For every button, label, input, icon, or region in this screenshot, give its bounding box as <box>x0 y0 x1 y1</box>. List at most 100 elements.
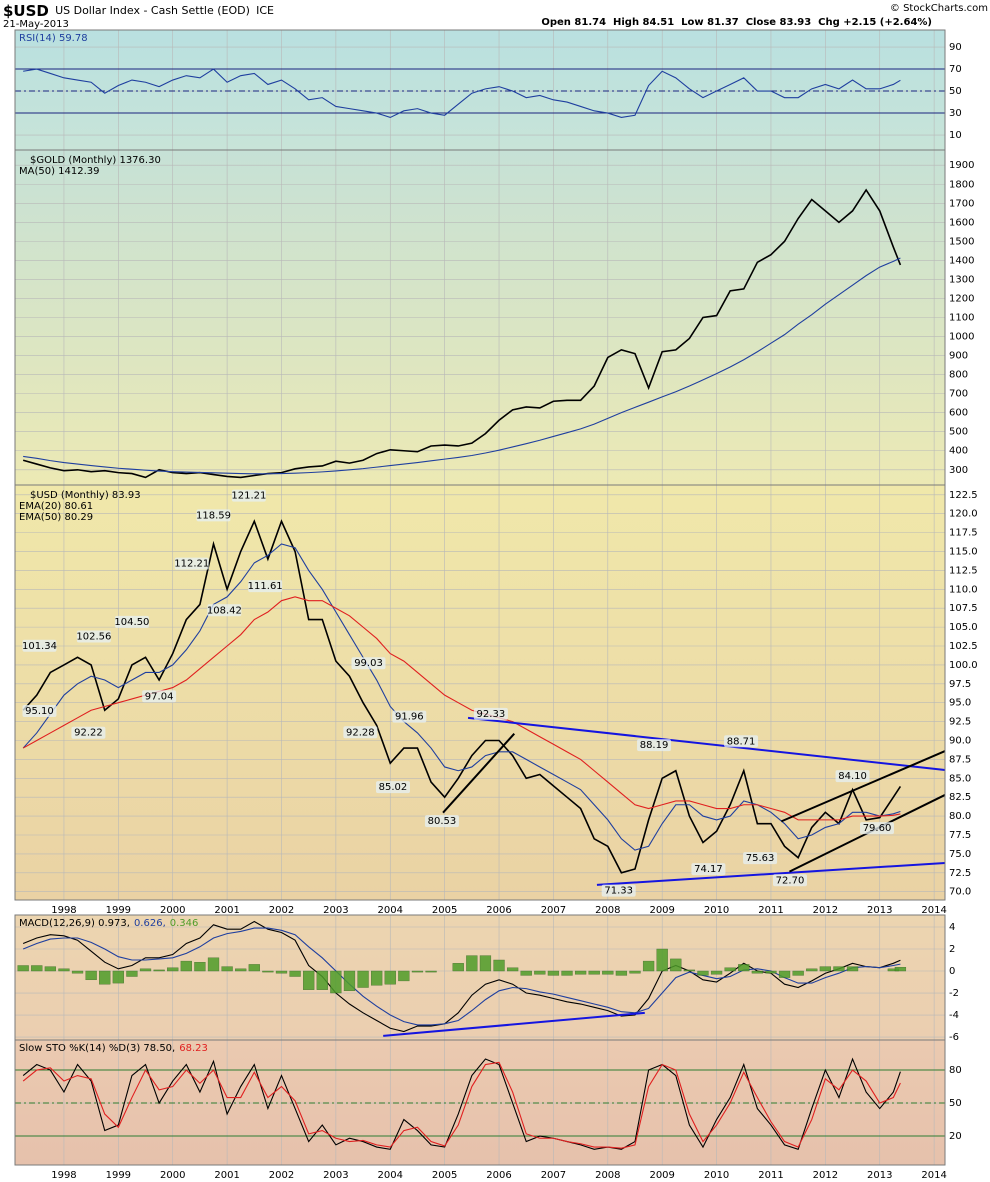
y-tick-label: 1600 <box>949 217 974 228</box>
annotation-label: 121.21 <box>231 491 266 502</box>
legend-entry: MACD(12,26,9) 0.973, <box>19 918 130 929</box>
annotation-label: 71.33 <box>604 886 633 897</box>
histogram-bar <box>248 964 260 972</box>
trendline <box>467 716 946 771</box>
legend-entry: 0.346 <box>170 918 199 929</box>
annotation-box <box>174 557 209 570</box>
annotation-box <box>724 735 759 748</box>
histogram-bar <box>629 970 641 974</box>
annotation-box <box>351 657 386 670</box>
histogram-bar <box>262 970 274 973</box>
y-tick-label: 1100 <box>949 313 974 324</box>
annotation-label: 99.03 <box>354 658 383 669</box>
y-tick-label: 92.5 <box>949 717 971 728</box>
x-tick-label: 2003 <box>323 905 348 916</box>
histogram-bar <box>235 968 247 972</box>
histogram-bar <box>99 970 111 985</box>
y-tick-label: 70.0 <box>949 887 971 898</box>
histogram-bar <box>751 970 764 974</box>
panel-border <box>14 484 946 901</box>
histogram-bar <box>275 970 288 974</box>
header-ohlc: Open 81.74 High 84.51 Low 81.37 Close 83… <box>541 17 932 28</box>
y-tick-label: 87.5 <box>949 754 971 765</box>
annotation-label: 104.50 <box>114 617 149 628</box>
histogram-bar <box>316 970 328 990</box>
header-date: 21-May-2013 <box>3 19 69 30</box>
y-tick-label: 100.0 <box>949 660 978 671</box>
annotation-box <box>22 639 57 652</box>
x-tick-label: 2014 <box>921 905 946 916</box>
histogram-bar <box>738 964 750 972</box>
histogram-bar <box>194 962 206 972</box>
annotation-box <box>71 726 106 739</box>
annotation-label: 72.70 <box>776 875 805 886</box>
histogram-bar <box>58 968 70 972</box>
histogram-bar <box>778 970 791 978</box>
y-tick-label: 112.5 <box>949 565 978 576</box>
x-tick-label: 2000 <box>160 1170 185 1181</box>
y-tick-label: 1800 <box>949 179 974 190</box>
y-tick-label: 80.0 <box>949 811 971 822</box>
annotation-box <box>773 874 807 887</box>
annotation-box <box>392 710 427 723</box>
histogram-bar <box>615 970 628 976</box>
y-tick-label: 105.0 <box>949 622 978 633</box>
legend-entry: 68.23 <box>179 1043 208 1054</box>
y-tick-label: 20 <box>949 1131 962 1142</box>
y-tick-label: -2 <box>949 988 959 999</box>
annotation-label: 88.19 <box>640 740 669 751</box>
trendline <box>780 750 946 823</box>
x-tick-label: 2001 <box>214 905 239 916</box>
histogram-bar <box>520 970 532 976</box>
series-line <box>22 519 902 874</box>
legend-entry: $GOLD (Monthly) 1376.30 <box>30 155 161 166</box>
annotation-box <box>343 726 378 739</box>
y-tick-label: 400 <box>949 446 968 457</box>
histogram-bar <box>534 970 546 975</box>
histogram-bar <box>411 970 424 973</box>
header-title: $USD US Dollar Index - Cash Settle (EOD)… <box>3 2 274 20</box>
y-tick-label: 80 <box>949 1065 962 1076</box>
histogram-bar <box>806 968 818 972</box>
x-tick-label: 2009 <box>649 1170 674 1181</box>
annotation-label: 88.71 <box>727 736 756 747</box>
series-line <box>22 1061 901 1149</box>
annotation-box <box>473 707 508 720</box>
histogram-bar <box>819 966 831 972</box>
y-tick-label: 50 <box>949 86 962 97</box>
y-tick-label: 30 <box>949 108 962 119</box>
histogram-bar <box>384 970 396 985</box>
annotation-box <box>76 630 111 643</box>
series-line <box>22 927 901 1026</box>
y-tick-label: 102.5 <box>949 641 978 652</box>
histogram-bar <box>724 967 736 972</box>
histogram-bar <box>547 970 560 976</box>
annotation-box <box>231 489 266 502</box>
y-tick-label: 95.0 <box>949 698 971 709</box>
annotation-box <box>424 815 459 828</box>
y-tick-label: 50 <box>949 1098 962 1109</box>
exchange: ICE <box>256 4 274 17</box>
y-tick-label: 72.5 <box>949 868 971 879</box>
histogram-bar <box>425 970 437 973</box>
histogram-bar <box>602 970 614 975</box>
histogram-bar <box>289 970 301 977</box>
annotation-label: 92.22 <box>74 728 103 739</box>
legend-entry: RSI(14) 59.78 <box>19 33 88 44</box>
y-tick-label: 120.0 <box>949 509 978 520</box>
annotation-label: 118.59 <box>196 510 231 521</box>
series-line <box>22 543 901 851</box>
series-line <box>23 257 901 475</box>
histogram-bar <box>330 970 342 994</box>
histogram-bar <box>126 970 138 977</box>
y-tick-label: 4 <box>949 922 955 933</box>
annotation-box <box>196 509 231 522</box>
annotation-label: 79.60 <box>863 823 892 834</box>
histogram-bar <box>479 955 492 972</box>
legend: MACD(12,26,9) 0.973, 0.626, 0.346 <box>19 918 198 929</box>
legend: RSI(14) 59.78 <box>19 33 88 44</box>
y-tick-label: 800 <box>949 370 968 381</box>
histogram-bar <box>656 948 668 972</box>
